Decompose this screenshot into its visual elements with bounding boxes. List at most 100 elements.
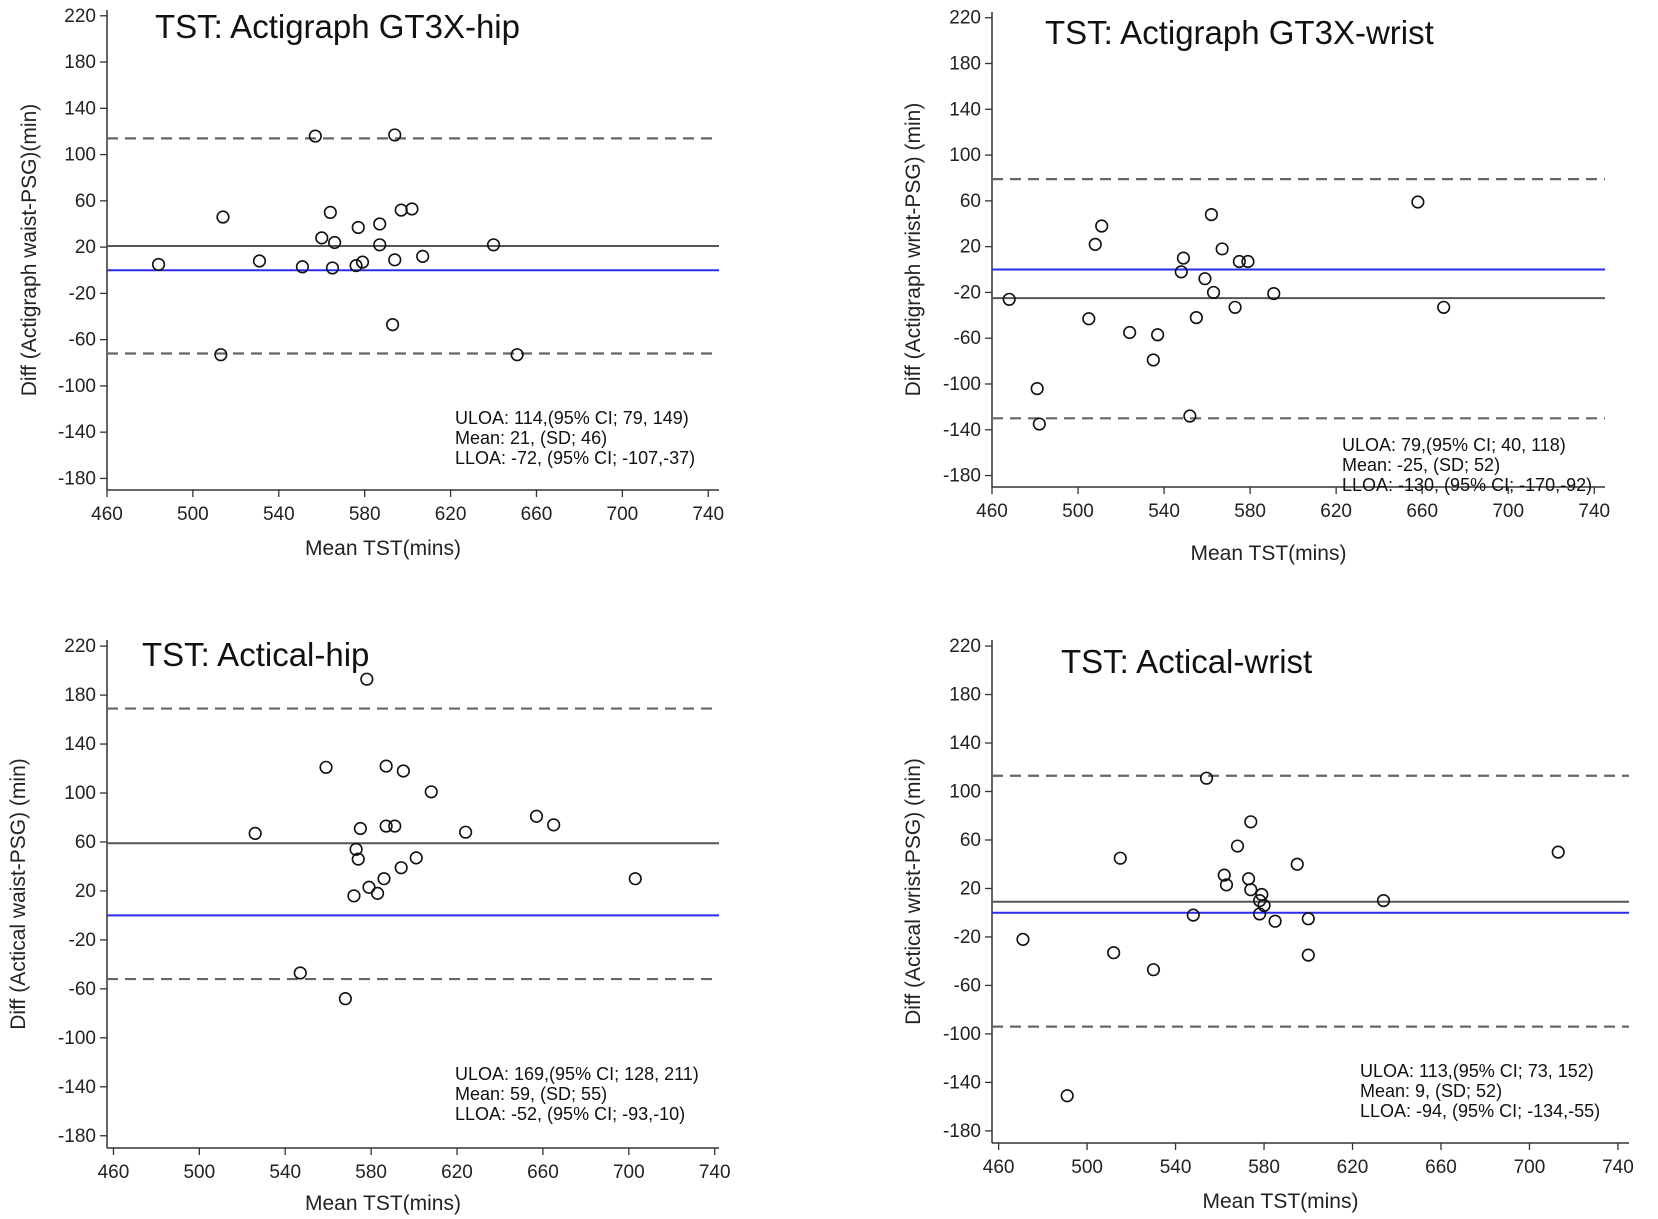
data-point <box>1232 254 1246 269</box>
x-axis-label: Mean TST(mins) <box>1191 542 1347 565</box>
data-point <box>388 253 402 267</box>
x-tick-label: 580 <box>1234 501 1266 522</box>
stats-annotation-line: Mean: -25, (SD; 52) <box>1342 455 1500 475</box>
x-tick-label: 700 <box>613 1162 645 1183</box>
data-point <box>1267 286 1281 301</box>
x-tick-label: 580 <box>349 504 381 525</box>
stats-annotation-line: Mean: 9, (SD; 52) <box>1360 1081 1502 1101</box>
data-point <box>1016 932 1030 946</box>
x-tick-label: 500 <box>177 504 209 525</box>
x-tick-label: 660 <box>1406 501 1438 522</box>
y-tick-label: -60 <box>954 975 981 996</box>
data-point <box>1082 312 1096 326</box>
data-point <box>248 826 262 841</box>
x-tick-label: 740 <box>692 504 724 525</box>
data-point <box>1290 857 1304 871</box>
y-tick-label: 20 <box>960 237 981 258</box>
y-tick-label: -180 <box>943 1121 981 1142</box>
y-tick-label: -140 <box>943 1072 981 1093</box>
data-point <box>1032 417 1046 431</box>
data-point <box>1241 254 1255 269</box>
y-tick-label: 140 <box>64 98 96 119</box>
chart-title: TST: Actical-wrist <box>1061 643 1312 680</box>
y-tick-label: 60 <box>960 830 981 851</box>
y-tick-label: -180 <box>58 1126 96 1147</box>
y-tick-label: -140 <box>58 422 96 443</box>
data-point <box>1219 878 1234 892</box>
data-point <box>1217 868 1231 882</box>
y-tick-label: 20 <box>75 881 96 902</box>
x-tick-label: 700 <box>1514 1157 1546 1178</box>
y-tick-label: 140 <box>949 99 981 120</box>
stats-annotation-line: LLOA: -72, (95% CI; -107,-37) <box>455 448 695 468</box>
data-point <box>1088 237 1102 251</box>
data-point <box>351 852 365 866</box>
y-tick-label: -20 <box>954 282 981 303</box>
x-axis-label: Mean TST(mins) <box>305 537 461 560</box>
data-point <box>1228 300 1242 314</box>
data-point <box>1411 195 1425 209</box>
y-tick-label: 60 <box>75 191 96 212</box>
data-point <box>396 764 410 778</box>
stats-annotation-line: Mean: 59, (SD; 55) <box>455 1084 607 1104</box>
y-tick-label: -100 <box>58 376 96 397</box>
y-axis-label: Diff (Actical wrist-PSG) (min) <box>902 758 925 1025</box>
data-point <box>1151 328 1165 342</box>
data-point <box>349 842 363 856</box>
y-tick-label: 180 <box>949 685 981 706</box>
y-tick-label: -180 <box>943 466 981 487</box>
stats-annotation-line: ULOA: 114,(95% CI; 79, 149) <box>455 408 689 428</box>
data-point <box>1199 771 1214 785</box>
y-tick-label: 220 <box>64 6 96 27</box>
data-point <box>1215 242 1229 256</box>
data-point <box>1268 914 1282 928</box>
y-tick-label: -60 <box>954 328 981 349</box>
chart-title: TST: Actigraph GT3X-wrist <box>1045 14 1434 51</box>
stats-annotation-line: LLOA: -94, (95% CI; -134,-55) <box>1360 1101 1600 1121</box>
data-point <box>1146 963 1161 977</box>
y-tick-label: -180 <box>58 468 96 489</box>
x-tick-label: 700 <box>607 504 639 525</box>
x-tick-label: 500 <box>183 1162 215 1183</box>
data-point <box>308 129 322 143</box>
data-point <box>424 785 438 799</box>
data-point <box>1030 381 1044 396</box>
data-point <box>388 819 402 833</box>
data-point <box>1186 908 1200 922</box>
data-point <box>1551 845 1565 859</box>
data-point <box>1174 265 1188 279</box>
y-tick-label: 180 <box>64 685 96 706</box>
y-tick-label: 60 <box>75 832 96 853</box>
data-point <box>293 966 307 980</box>
x-tick-label: 580 <box>355 1162 387 1183</box>
data-point <box>1204 207 1218 222</box>
y-tick-label: 60 <box>960 191 981 212</box>
data-point <box>1244 815 1258 829</box>
data-point <box>409 851 423 865</box>
data-point <box>1002 292 1016 306</box>
data-point <box>1198 272 1212 286</box>
data-point <box>1437 300 1451 314</box>
data-point <box>325 261 340 275</box>
data-point <box>370 886 385 900</box>
x-tick-label: 460 <box>976 501 1008 522</box>
data-point <box>355 255 370 269</box>
stats-annotation-line: ULOA: 169,(95% CI; 128, 211) <box>455 1064 699 1084</box>
x-tick-label: 620 <box>1320 501 1352 522</box>
y-tick-label: -140 <box>58 1077 96 1098</box>
data-point <box>373 238 387 252</box>
x-tick-label: 460 <box>91 504 123 525</box>
y-tick-label: -20 <box>954 927 981 948</box>
data-point <box>377 872 391 886</box>
y-tick-label: 100 <box>949 145 981 166</box>
y-tick-label: 100 <box>64 145 96 166</box>
data-point <box>388 128 402 142</box>
x-tick-label: 740 <box>699 1162 731 1183</box>
data-point <box>547 818 561 832</box>
data-point <box>1060 1089 1074 1103</box>
chart-panel-2: 220 180 140 100 60 20 -20 -60 -100 -140 -180 460 500… <box>902 8 1610 565</box>
data-point <box>315 231 329 245</box>
x-axis-label: Mean TST(mins) <box>1203 1190 1359 1213</box>
y-tick-label: 180 <box>949 54 981 75</box>
data-point <box>1146 353 1160 367</box>
